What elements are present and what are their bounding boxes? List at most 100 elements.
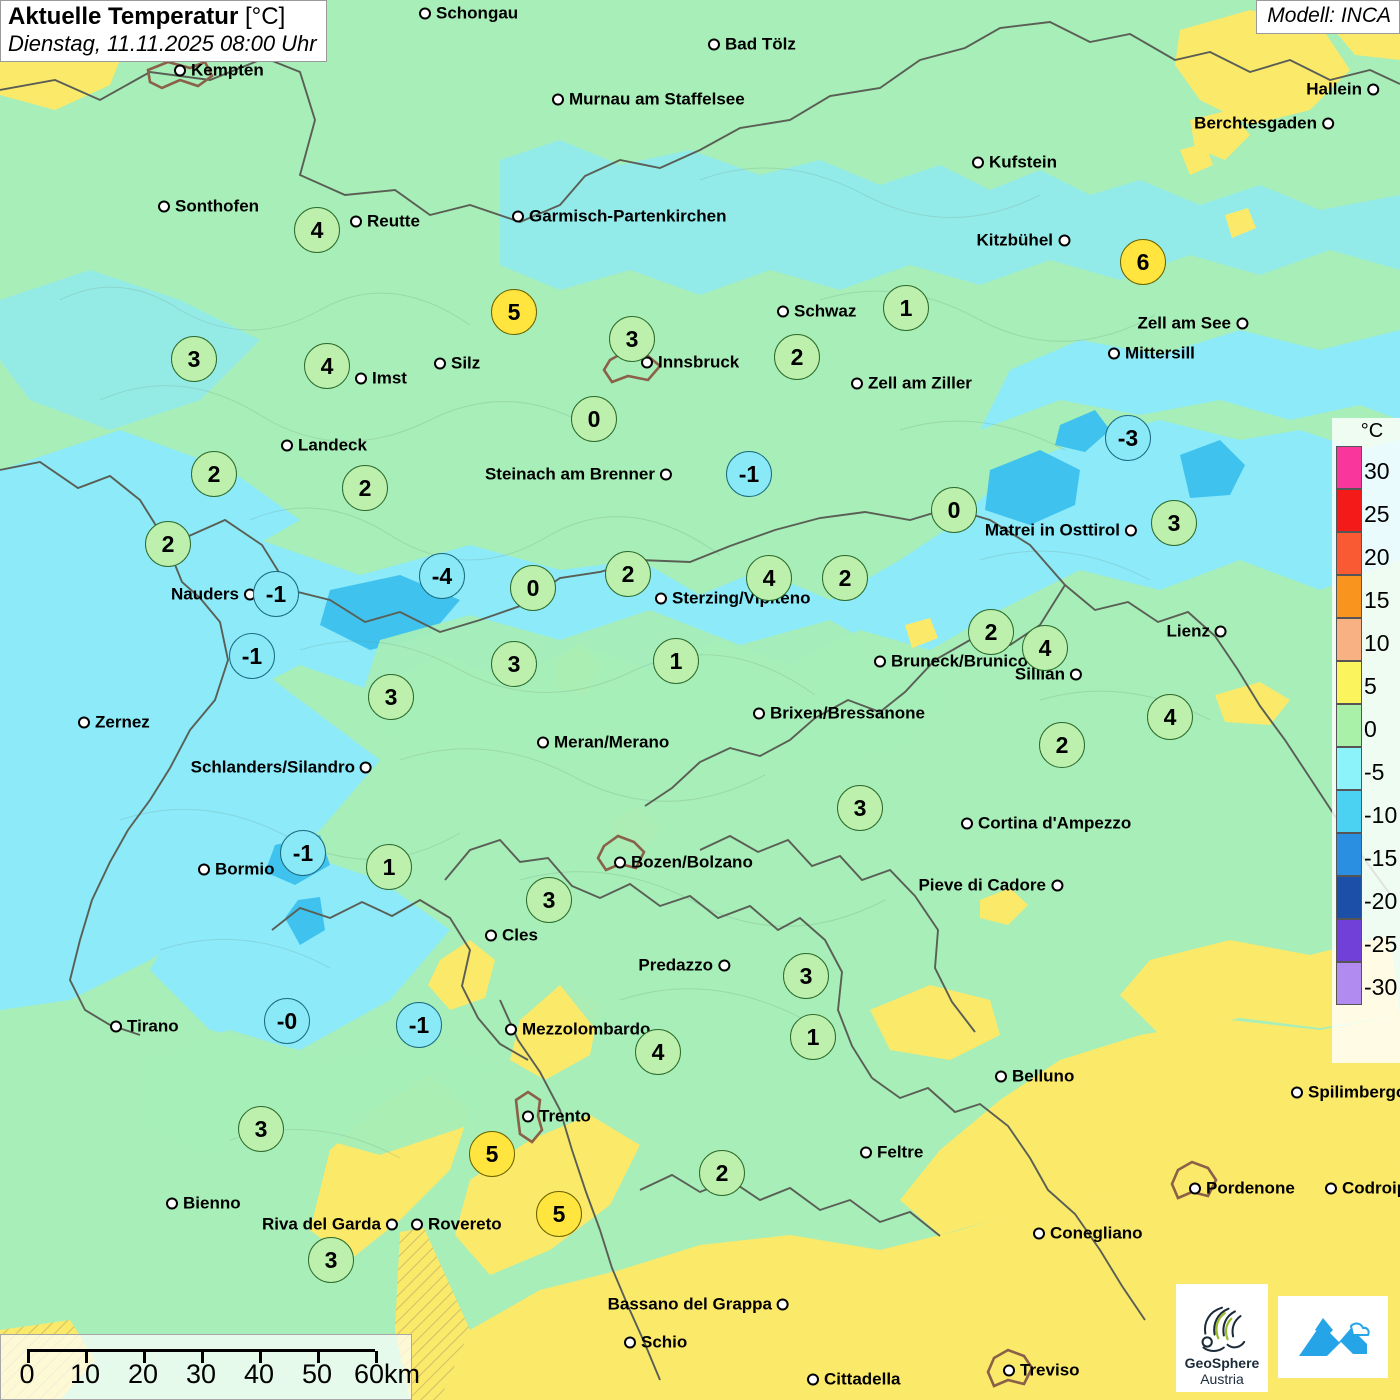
temperature-bubble: -0 — [264, 998, 310, 1044]
colorbar-band-25 — [1336, 489, 1362, 532]
temperature-bubble: 2 — [605, 551, 651, 597]
temperature-bubble: 0 — [931, 487, 977, 533]
temperature-bubble: 2 — [699, 1150, 745, 1196]
model-label: Modell: INCA — [1256, 0, 1400, 34]
temperature-bubble: 5 — [491, 289, 537, 335]
colorbar-tick--30: -30 — [1364, 974, 1398, 1000]
colorbar-tick--25: -25 — [1364, 931, 1398, 957]
scalebar-tick — [143, 1351, 146, 1363]
scalebar-label: 30 — [185, 1359, 217, 1389]
temperature-bubble: 2 — [1039, 722, 1085, 768]
colorbar-band--15 — [1336, 833, 1362, 876]
colorbar-tick-25: 25 — [1364, 501, 1390, 527]
temperature-bubble: 4 — [294, 207, 340, 253]
colorbar-tick--15: -15 — [1364, 845, 1398, 871]
temperature-bubble: 3 — [526, 877, 572, 923]
map-timestamp: Dienstag, 11.11.2025 08:00 Uhr — [8, 30, 317, 56]
scalebar-track — [27, 1349, 378, 1363]
colorbar-tick-10: 10 — [1364, 630, 1390, 656]
colorbar-band--5 — [1336, 747, 1362, 790]
colorbar-band--20 — [1336, 876, 1362, 919]
map-title-box: Aktuelle Temperatur [°C] Dienstag, 11.11… — [0, 0, 327, 62]
temperature-bubble: 3 — [491, 641, 537, 687]
temperature-bubble: -1 — [280, 830, 326, 876]
geosphere-austria-logo: GeoSphere Austria — [1176, 1284, 1268, 1392]
mountain-icon — [1299, 1318, 1370, 1356]
colorbar-tick-5: 5 — [1364, 673, 1377, 699]
temperature-bubble: 2 — [342, 465, 388, 511]
colorbar-band-30 — [1336, 446, 1362, 489]
temperature-colorbar: °C 30 25 20 15 10 5 0 -5 -10 -15 -20 -25 -30 — [1332, 418, 1400, 1063]
temperature-bubble: -1 — [229, 633, 275, 679]
colorbar-band-5 — [1336, 661, 1362, 704]
colorbar-band-20 — [1336, 532, 1362, 575]
temperature-bubble: 2 — [822, 555, 868, 601]
temperature-bubble: -3 — [1105, 415, 1151, 461]
geosphere-mark-icon — [1201, 1306, 1246, 1353]
title-variable: Aktuelle Temperatur — [8, 3, 239, 30]
temperature-bubble: 4 — [746, 555, 792, 601]
temperature-bubble: 4 — [304, 343, 350, 389]
temperature-bubble: 0 — [510, 565, 556, 611]
colorbar-tick--5: -5 — [1364, 759, 1385, 785]
colorbar-unit-label: °C — [1360, 420, 1384, 442]
temperature-bubble: 1 — [653, 638, 699, 684]
colorbar-tick-20: 20 — [1364, 544, 1390, 570]
temperature-bubble: 3 — [238, 1106, 284, 1152]
scalebar-label: 40 — [243, 1359, 275, 1389]
scalebar-tick — [317, 1351, 320, 1363]
title-unit: [°C] — [244, 3, 286, 30]
temperature-bubble: 0 — [571, 396, 617, 442]
colorbar-tick--20: -20 — [1364, 888, 1398, 914]
temperature-bubble: 3 — [171, 336, 217, 382]
colorbar-tick-30: 30 — [1364, 458, 1390, 484]
scalebar-tick — [375, 1351, 378, 1363]
temperature-bubble: -1 — [253, 571, 299, 617]
temperature-bubble: 4 — [1147, 694, 1193, 740]
map-scalebar: 0 10 20 30 40 50 60km — [0, 1334, 420, 1400]
temperature-bubble: 6 — [1120, 239, 1166, 285]
partner-logo — [1278, 1296, 1388, 1378]
temperature-bubble: 1 — [366, 844, 412, 890]
temperature-bubble: -4 — [419, 553, 465, 599]
colorbar-band--10 — [1336, 790, 1362, 833]
scalebar-tick — [259, 1351, 262, 1363]
temperature-bubble: 3 — [783, 953, 829, 999]
colorbar-band--30 — [1336, 962, 1362, 1005]
temperature-bubble: 2 — [774, 334, 820, 380]
colorbar-band-0 — [1336, 704, 1362, 747]
temperature-bubble: 4 — [1022, 625, 1068, 671]
geosphere-logo-line2: Austria — [1200, 1370, 1244, 1387]
temperature-bubble: 3 — [609, 316, 655, 362]
scalebar-label: 0 — [19, 1359, 35, 1389]
scalebar-tick — [27, 1351, 30, 1363]
colorbar-band-10 — [1336, 618, 1362, 661]
colorbar-tick-15: 15 — [1364, 587, 1390, 613]
temperature-bubble: 3 — [1151, 500, 1197, 546]
temperature-bubble: 2 — [968, 609, 1014, 655]
temperature-bubble: 5 — [536, 1191, 582, 1237]
scalebar-label: 60km — [353, 1359, 421, 1389]
temperature-bubble: 3 — [368, 674, 414, 720]
scalebar-label: 20 — [127, 1359, 159, 1389]
temperature-bubble: 1 — [883, 285, 929, 331]
colorbar-tick--10: -10 — [1364, 802, 1398, 828]
temperature-bubble: 5 — [469, 1131, 515, 1177]
scalebar-tick — [201, 1351, 204, 1363]
scalebar-label: 50 — [301, 1359, 333, 1389]
temperature-bubble: 3 — [837, 785, 883, 831]
temperature-bubble: 3 — [308, 1237, 354, 1283]
page-title: Aktuelle Temperatur [°C] — [8, 3, 317, 31]
temperature-bubble: -1 — [396, 1002, 442, 1048]
colorbar-tick-0: 0 — [1364, 716, 1377, 742]
temperature-bubble: -1 — [726, 451, 772, 497]
colorbar-band-15 — [1336, 575, 1362, 618]
scalebar-label: 10 — [69, 1359, 101, 1389]
geosphere-logo-line1: GeoSphere — [1184, 1355, 1260, 1372]
colorbar-stack: 30 25 20 15 10 5 0 -5 -10 -15 -20 -25 -30 — [1332, 446, 1400, 1063]
temperature-bubble: 4 — [635, 1029, 681, 1075]
scalebar-tick — [85, 1351, 88, 1363]
